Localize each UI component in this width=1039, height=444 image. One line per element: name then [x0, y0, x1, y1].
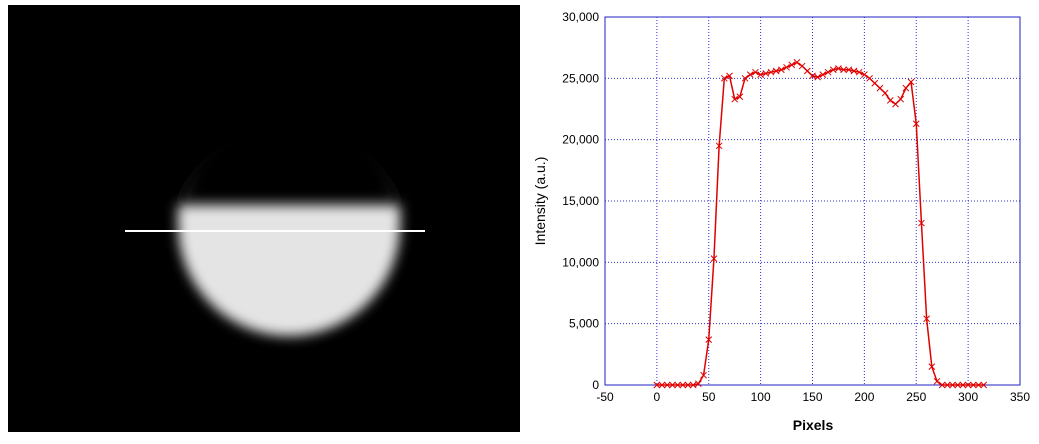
marker	[887, 97, 893, 103]
figure: Pixels Intensity (a.u.) 0 5,000 10,000 15,0…	[0, 0, 1039, 439]
x-tick-label: 100	[751, 390, 771, 404]
y-tick-label: 25,000	[562, 71, 599, 85]
sample-image	[8, 5, 520, 432]
y-tick-label: 15,000	[562, 194, 599, 208]
marker	[903, 85, 909, 91]
x-axis-label: Pixels	[793, 417, 834, 433]
x-tick-label: 0	[654, 390, 661, 404]
y-tick-label: 30,000	[562, 10, 599, 24]
x-tick-label: 250	[906, 390, 926, 404]
x-tick-label: 150	[802, 390, 822, 404]
y-tick-label: 10,000	[562, 255, 599, 269]
y-axis-label: Intensity (a.u.)	[532, 157, 548, 246]
y-tick-label: 5,000	[569, 317, 599, 331]
y-tick-label: 20,000	[562, 133, 599, 147]
x-tick-label: -50	[596, 390, 614, 404]
x-tick-label: 300	[958, 390, 978, 404]
x-tick-label: 200	[854, 390, 874, 404]
x-tick-label: 350	[1010, 390, 1030, 404]
marker	[898, 96, 904, 102]
plot: Pixels Intensity (a.u.) 0 5,000 10,000 15,0…	[532, 10, 1030, 433]
x-tick-label: 50	[702, 390, 716, 404]
marker	[882, 90, 888, 96]
